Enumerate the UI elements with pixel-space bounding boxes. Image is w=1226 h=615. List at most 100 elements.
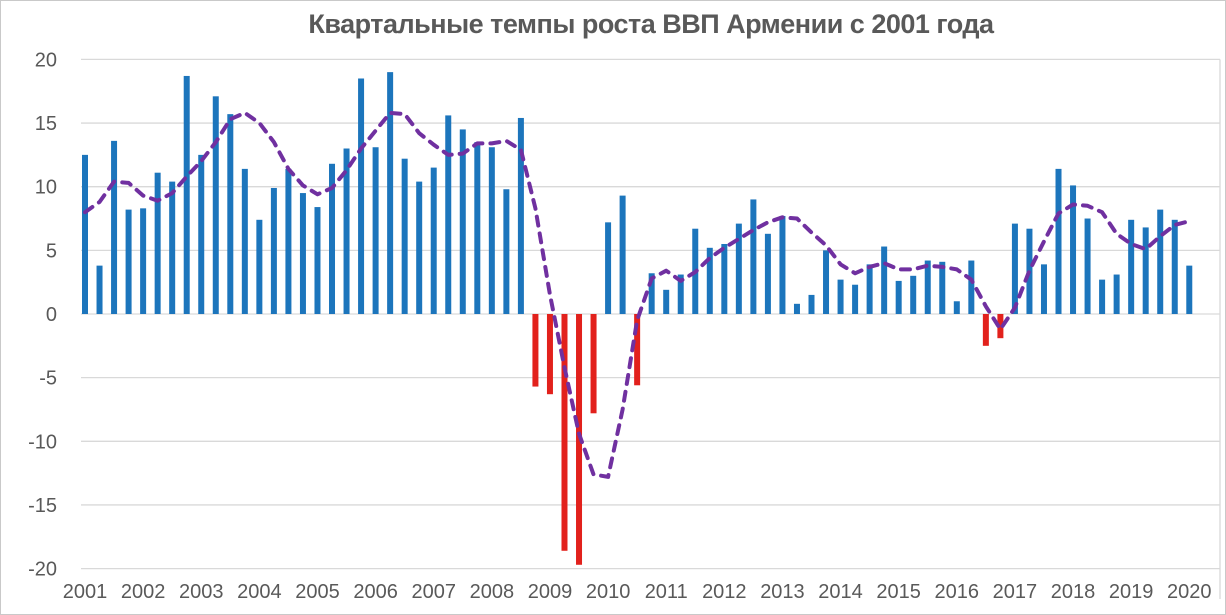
y-tick-label: -15 [28, 495, 57, 517]
bar-positive [445, 115, 452, 314]
bar-positive [82, 154, 88, 314]
bar-positive [924, 260, 931, 314]
bar-positive [823, 250, 830, 314]
bar-positive [1084, 218, 1091, 314]
bar-negative [634, 314, 641, 386]
x-tick-label: 2002 [121, 581, 166, 603]
bar-positive [198, 154, 205, 314]
bar-positive [764, 233, 771, 314]
bar-positive [808, 294, 815, 314]
bar-positive [358, 78, 365, 315]
x-tick-label: 2011 [645, 581, 688, 603]
bar-negative [532, 314, 539, 387]
bar-positive [735, 223, 742, 314]
bar-positive [1142, 227, 1149, 314]
bar-positive [299, 193, 306, 314]
x-tick-label: 2019 [1109, 581, 1154, 603]
bar-positive [677, 274, 684, 314]
bar-positive [852, 284, 859, 314]
y-tick-label: 5 [46, 240, 57, 262]
bar-positive [488, 147, 495, 314]
bar-positive [881, 246, 888, 314]
x-tick-label: 2005 [295, 581, 340, 603]
bar-positive [779, 215, 786, 314]
chart-title: Квартальные темпы роста ВВП Армении с 20… [308, 9, 994, 39]
bar-positive [1171, 219, 1178, 314]
bar-positive [474, 142, 481, 314]
bar-negative [982, 314, 989, 346]
x-tick-label: 2004 [237, 581, 282, 603]
bar-negative [997, 314, 1004, 339]
bar-positive [1040, 264, 1047, 314]
bar-positive [648, 273, 655, 314]
bar-positive [895, 280, 902, 314]
bar-positive [619, 195, 626, 314]
bar-positive [503, 189, 510, 314]
x-tick-label: 2013 [760, 581, 805, 603]
bar-positive [183, 75, 190, 314]
bar-positive [953, 301, 960, 314]
bar-positive [1055, 168, 1062, 314]
bar-positive [314, 207, 321, 314]
bar-positive [227, 114, 234, 314]
bar-positive [459, 129, 466, 314]
y-tick-label: 15 [35, 113, 57, 135]
bar-positive [1113, 274, 1120, 314]
bar-positive [706, 247, 713, 314]
bar-positive [140, 208, 147, 314]
bar-negative [590, 314, 597, 414]
bar-positive [329, 163, 336, 314]
x-tick-label: 2010 [586, 581, 631, 603]
trend-line [83, 110, 1192, 479]
bar-positive [793, 303, 800, 314]
bar-positive [416, 181, 423, 314]
x-tick-label: 2003 [179, 581, 224, 603]
x-tick-label: 2008 [470, 581, 515, 603]
bar-positive [372, 147, 379, 314]
bar-positive [256, 219, 263, 314]
bar-positive [401, 158, 408, 314]
bar-positive [96, 265, 103, 314]
x-tick-label: 2020 [1167, 581, 1212, 603]
y-tick-label: -5 [39, 368, 57, 390]
bar-positive [430, 167, 437, 314]
bar-negative [561, 314, 568, 551]
x-tick-label: 2012 [702, 581, 747, 603]
bar-positive [750, 199, 757, 314]
y-axis-labels: 20 15 10 5 0 -5 -10 -15 -20 [28, 49, 57, 580]
bar-positive [910, 275, 917, 314]
y-tick-label: 20 [35, 49, 57, 71]
y-tick-label: 10 [35, 177, 57, 199]
y-tick-label: -20 [28, 559, 57, 581]
bar-positive [241, 168, 248, 314]
x-tick-label: 2001 [63, 581, 108, 603]
bar-positive [939, 261, 946, 314]
bar-positive [270, 187, 277, 314]
y-tick-label: 0 [46, 304, 57, 326]
bar-positive [169, 181, 176, 314]
bar-positive [1128, 219, 1135, 314]
bar-positive [866, 264, 873, 314]
bar-positive [387, 72, 394, 314]
bar-positive [285, 168, 292, 314]
bar-positive [212, 96, 219, 314]
bar-positive [663, 289, 670, 314]
y-tick-label: -10 [28, 431, 57, 453]
x-tick-label: 2016 [935, 581, 980, 603]
bar-negative [546, 314, 553, 395]
bar-positive [125, 209, 132, 314]
bar-positive [517, 117, 524, 314]
bar-positive [343, 148, 350, 314]
bar-positive [605, 222, 612, 314]
bar-positive [721, 243, 728, 314]
bar-positive [1011, 223, 1018, 314]
x-tick-label: 2009 [528, 581, 573, 603]
x-tick-label: 2007 [411, 581, 456, 603]
x-tick-label: 2018 [1051, 581, 1096, 603]
bar-positive [1070, 185, 1077, 314]
gridlines [81, 58, 1221, 599]
bar-positive [837, 279, 844, 314]
x-tick-label: 2006 [353, 581, 398, 603]
